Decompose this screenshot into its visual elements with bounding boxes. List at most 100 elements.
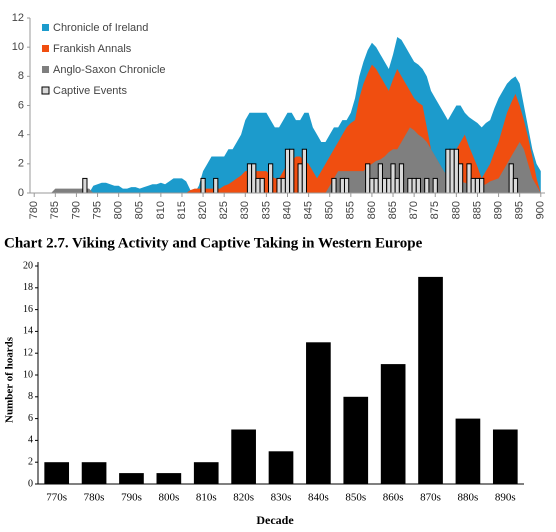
bar (343, 177, 350, 194)
bar (255, 177, 261, 194)
x-tick-label: 815 (176, 201, 188, 219)
bar (386, 177, 392, 194)
legend-swatch (42, 66, 49, 73)
y-tick-label: 8 (28, 391, 33, 402)
bar (432, 177, 438, 194)
y-tick-label: 0 (28, 478, 33, 489)
x-tick-label: 850s (345, 492, 366, 504)
x-tick-label: 845 (303, 201, 315, 219)
bar (381, 177, 388, 194)
x-tick-label: 820s (233, 492, 254, 504)
x-tick-label: 860s (383, 492, 404, 504)
bar (81, 462, 107, 484)
bar (466, 163, 472, 194)
bar (407, 177, 413, 194)
x-tick-label: 870s (420, 492, 441, 504)
bar (415, 177, 421, 194)
x-tick-label: 880 (450, 201, 462, 219)
x-tick-label: 835 (260, 201, 272, 219)
bar (373, 177, 379, 194)
x-tick-label: 825 (218, 201, 230, 219)
x-tick-label: 865 (387, 201, 399, 219)
y-tick-label: 16 (23, 304, 33, 315)
x-tick-label: 840 (281, 201, 293, 219)
bar (231, 429, 256, 484)
bar (44, 462, 70, 484)
y-tick-label: 14 (23, 326, 33, 337)
bar (424, 177, 430, 194)
y-axis-label: Number of hoards (4, 336, 16, 423)
y-tick-label: 10 (23, 369, 33, 380)
bar (276, 177, 282, 194)
bar (268, 451, 294, 484)
bar (411, 177, 417, 194)
x-tick-label: 855 (345, 201, 357, 219)
bar (306, 342, 331, 484)
bar (339, 177, 345, 194)
y-tick-label: 4 (18, 129, 24, 141)
x-tick-label: 870 (408, 201, 420, 219)
bar (251, 163, 257, 194)
legend-label: Frankish Annals (53, 43, 132, 55)
bar (365, 163, 371, 194)
x-tick-label: 850 (324, 201, 336, 219)
x-tick-label: 900 (535, 201, 547, 219)
bar (297, 163, 303, 194)
bar (331, 177, 337, 194)
x-tick-label: 780 (28, 201, 40, 219)
bar (289, 148, 295, 194)
bar (268, 163, 274, 194)
y-tick-label: 8 (18, 70, 24, 82)
x-tick-label: 895 (514, 201, 526, 219)
legend-swatch (41, 86, 50, 95)
x-tick-label: 875 (429, 201, 441, 219)
bar (259, 177, 265, 194)
x-tick-label: 785 (49, 201, 61, 219)
bar (213, 177, 219, 194)
legend-label: Captive Events (53, 85, 127, 97)
y-tick-label: 18 (23, 282, 33, 293)
x-tick-label: 885 (471, 201, 483, 219)
y-tick-label: 12 (23, 347, 33, 358)
y-tick-label: 2 (18, 158, 24, 170)
bar (343, 396, 369, 484)
bar (474, 177, 481, 194)
y-tick-label: 6 (18, 99, 24, 111)
legend-swatch (42, 24, 49, 31)
x-tick-label: 890 (492, 201, 504, 219)
x-tick-label: 790 (70, 201, 82, 219)
y-tick-label: 6 (28, 413, 33, 424)
bar (82, 177, 88, 194)
y-tick-label: 12 (12, 12, 24, 24)
bar (508, 163, 514, 194)
x-tick-label: 800s (158, 492, 179, 504)
y-tick-label: 10 (12, 41, 24, 53)
bar (455, 418, 481, 484)
bar (156, 473, 182, 484)
legend-label: Anglo-Saxon Chronicle (53, 64, 166, 76)
x-tick-label: 800 (113, 201, 125, 219)
y-tick-label: 4 (28, 435, 33, 446)
bar (280, 177, 286, 194)
x-tick-label: 790s (121, 492, 142, 504)
bar (301, 148, 307, 194)
x-tick-label: 810 (155, 201, 167, 219)
legend-label: Chronicle of Ireland (53, 22, 148, 34)
bar (470, 177, 476, 194)
bar (390, 163, 396, 194)
x-tick-label: 770s (46, 492, 67, 504)
x-tick-label: 780s (84, 492, 105, 504)
chart-caption: Chart 2.7. Viking Activity and Captive T… (4, 235, 423, 251)
bar (380, 364, 406, 484)
x-tick-label: 840s (308, 492, 329, 504)
bar (479, 177, 485, 194)
bar (418, 276, 443, 484)
bar (369, 177, 375, 194)
bar (377, 163, 383, 194)
area (34, 127, 541, 193)
x-tick-label: 830s (271, 492, 292, 504)
bar (445, 148, 451, 194)
bar (398, 163, 405, 194)
bar (394, 177, 400, 194)
